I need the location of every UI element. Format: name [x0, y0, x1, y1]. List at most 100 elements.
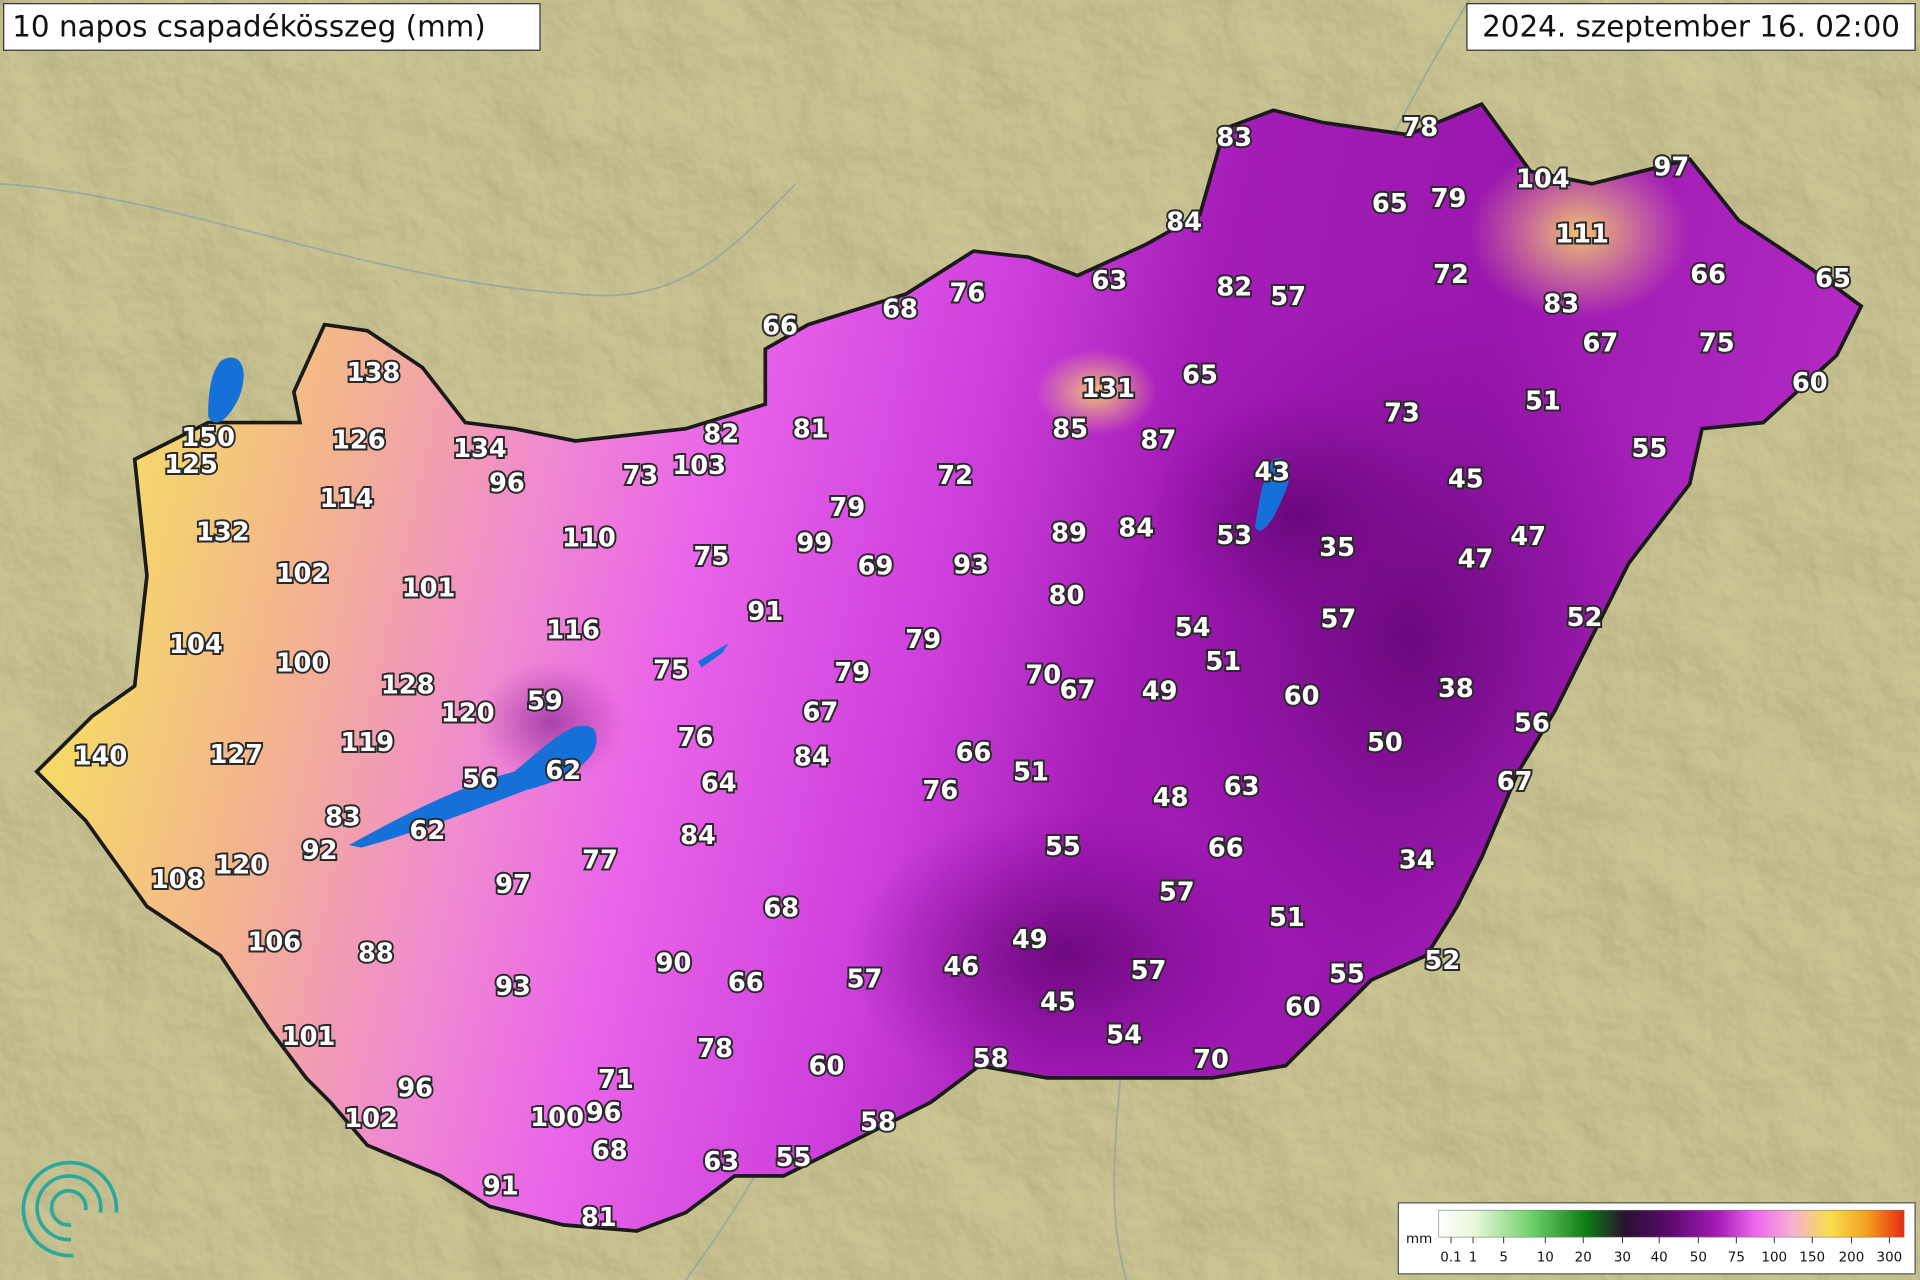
station-value: 78 [1403, 113, 1439, 143]
station-value: 99 [796, 528, 832, 558]
station-value: 56 [462, 765, 498, 795]
station-value: 100 [530, 1103, 584, 1133]
station-value: 54 [1106, 1021, 1142, 1051]
station-value: 52 [1567, 603, 1603, 633]
station-value: 72 [1433, 260, 1469, 290]
station-value: 81 [581, 1203, 617, 1233]
station-value: 120 [441, 699, 495, 729]
station-value: 66 [1208, 833, 1244, 863]
station-value: 75 [1699, 329, 1735, 359]
station-value: 76 [678, 723, 714, 753]
lakes [208, 357, 1290, 848]
station-value: 93 [953, 550, 989, 580]
station-value: 67 [803, 697, 839, 727]
station-value: 49 [1142, 677, 1178, 707]
station-value: 89 [1051, 519, 1087, 549]
station-value: 62 [545, 756, 581, 786]
station-value: 65 [1372, 189, 1408, 219]
station-value: 47 [1458, 544, 1494, 574]
legend-label: 100 [1761, 1250, 1787, 1266]
station-value: 51 [1525, 386, 1561, 416]
station-value: 150 [181, 423, 235, 453]
legend-label: 1 [1469, 1250, 1478, 1266]
legend-label: 200 [1839, 1250, 1865, 1266]
title: 10 napos csapadékösszeg (mm) [12, 10, 486, 44]
station-value: 91 [747, 597, 783, 627]
station-value: 91 [483, 1171, 519, 1201]
station-value: 58 [973, 1044, 1009, 1074]
station-value: 55 [1631, 434, 1667, 464]
station-value: 55 [1045, 832, 1081, 862]
station-value: 66 [1690, 260, 1726, 290]
station-value: 64 [701, 768, 737, 798]
legend-label: 5 [1499, 1250, 1508, 1266]
station-value: 108 [151, 865, 205, 895]
station-value: 103 [672, 451, 726, 481]
station-value: 75 [653, 656, 689, 686]
station-value: 60 [809, 1051, 845, 1081]
station-value: 45 [1040, 988, 1076, 1018]
station-value: 51 [1269, 903, 1305, 933]
station-value: 80 [1049, 581, 1085, 611]
station-value: 60 [1792, 368, 1828, 398]
station-value: 132 [196, 517, 250, 547]
station-value: 111 [1555, 220, 1609, 250]
station-value: 47 [1510, 522, 1546, 552]
station-value: 49 [1012, 925, 1048, 955]
legend-label: 20 [1575, 1250, 1592, 1266]
legend-label: 50 [1690, 1250, 1707, 1266]
title-box [3, 3, 541, 51]
station-value: 90 [656, 948, 692, 978]
station-value: 54 [1175, 613, 1211, 643]
station-value: 110 [562, 523, 616, 553]
station-value: 101 [282, 1022, 336, 1052]
station-value: 51 [1013, 757, 1049, 787]
station-value: 131 [1081, 374, 1135, 404]
station-value: 84 [794, 743, 830, 773]
station-value: 96 [586, 1098, 622, 1128]
station-value: 69 [858, 552, 894, 582]
timestamp-box [1466, 3, 1916, 51]
station-value: 52 [1425, 946, 1461, 976]
legend-label: 75 [1728, 1250, 1745, 1266]
station-value: 97 [495, 870, 531, 900]
station-value: 126 [332, 425, 386, 455]
station-value: 63 [703, 1147, 739, 1177]
station-value: 66 [762, 312, 798, 342]
station-value: 84 [680, 821, 716, 851]
station-value: 72 [937, 461, 973, 491]
station-value: 114 [320, 484, 374, 514]
station-value: 63 [1092, 266, 1128, 296]
station-value: 82 [1216, 272, 1252, 302]
station-value: 101 [402, 574, 456, 604]
station-value: 79 [829, 493, 865, 523]
station-value: 66 [956, 738, 992, 768]
station-value: 59 [527, 686, 563, 716]
station-value: 57 [1159, 877, 1195, 907]
station-value: 51 [1205, 647, 1241, 677]
station-value: 78 [697, 1034, 733, 1064]
station-value: 63 [1224, 772, 1260, 802]
station-value: 79 [905, 625, 941, 655]
station-value: 57 [847, 964, 883, 994]
station-value: 60 [1285, 993, 1321, 1023]
station-value: 38 [1438, 674, 1474, 704]
station-value: 93 [495, 972, 531, 1002]
logo [21, 1160, 119, 1258]
station-value: 83 [1216, 123, 1252, 153]
legend-label: 300 [1877, 1250, 1903, 1266]
station-value: 55 [776, 1143, 812, 1173]
legend-label: 30 [1614, 1250, 1631, 1266]
colorbar [1438, 1209, 1905, 1238]
station-value: 102 [276, 559, 330, 589]
station-value: 82 [703, 419, 739, 449]
station-value: 96 [397, 1073, 433, 1103]
station-value: 68 [763, 893, 799, 923]
station-value: 34 [1399, 846, 1435, 876]
station-value: 85 [1052, 414, 1088, 444]
station-value: 120 [214, 850, 268, 880]
station-value: 116 [546, 615, 600, 645]
